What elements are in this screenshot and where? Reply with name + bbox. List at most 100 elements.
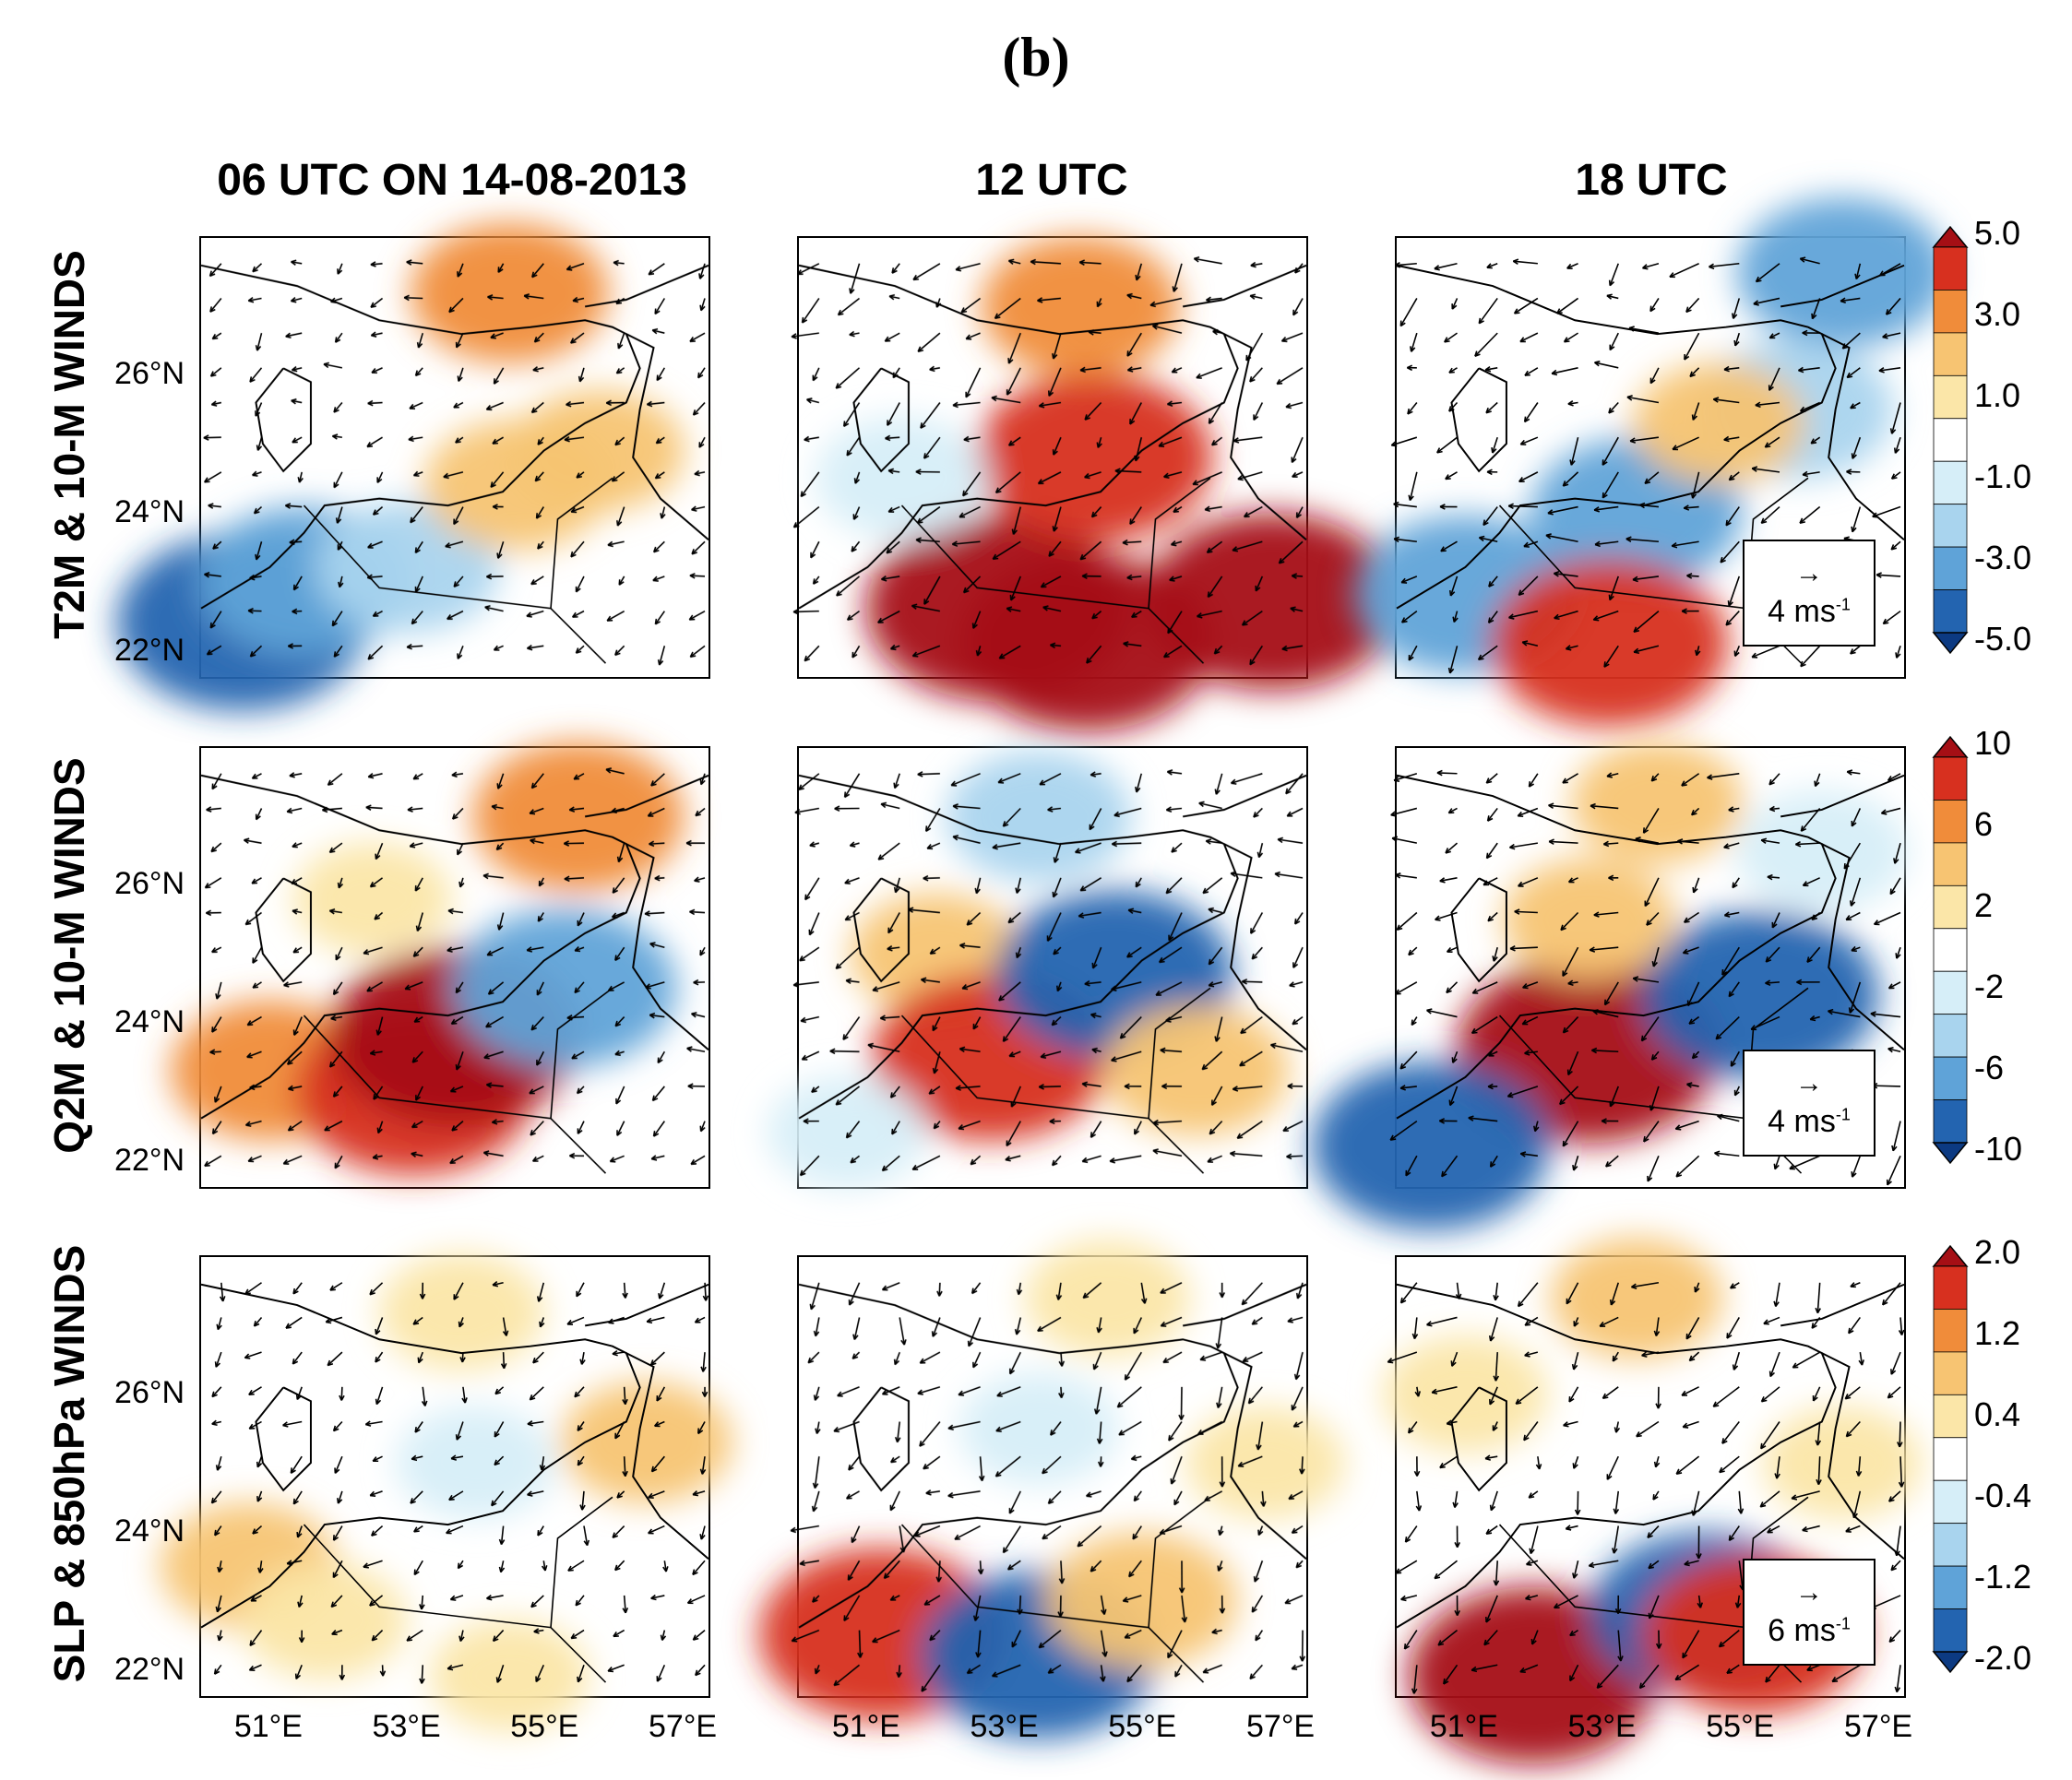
wind-vector-head bbox=[699, 778, 706, 786]
wind-vector bbox=[1844, 1386, 1861, 1400]
wind-vector-head bbox=[367, 399, 374, 407]
wind-vector-head bbox=[458, 881, 465, 888]
wind-vector bbox=[617, 842, 625, 862]
wind-vector bbox=[1755, 401, 1780, 407]
wind-vector bbox=[794, 807, 819, 813]
wind-vector bbox=[211, 332, 222, 340]
wind-vector-head bbox=[532, 1357, 539, 1364]
wind-vector-head bbox=[215, 993, 221, 1000]
wind-vector-head bbox=[1486, 263, 1493, 269]
wind-vector bbox=[1471, 981, 1498, 994]
wind-vector-head bbox=[1291, 1664, 1298, 1670]
wind-vector-head bbox=[1253, 1576, 1260, 1583]
wind-vector-head bbox=[1889, 888, 1896, 896]
wind-vector bbox=[575, 1595, 585, 1607]
wind-vector-head bbox=[889, 1504, 896, 1512]
wind-vector bbox=[414, 576, 423, 593]
wind-vector-head bbox=[249, 1640, 256, 1647]
colorbar-q2m bbox=[1932, 735, 1969, 1169]
wind-vector-head bbox=[249, 1084, 256, 1091]
wind-vector-head bbox=[211, 1026, 218, 1033]
wind-vector-head bbox=[206, 649, 213, 656]
anomaly-patch bbox=[974, 373, 1213, 542]
wind-vector bbox=[1251, 1595, 1264, 1613]
wind-vector-head bbox=[244, 1353, 251, 1359]
wind-vector-head bbox=[1015, 952, 1022, 959]
wind-vector bbox=[1126, 332, 1142, 357]
reference-vector-value: 6 ms bbox=[1768, 1613, 1836, 1648]
wind-vector bbox=[1899, 1456, 1903, 1488]
wind-vector-head bbox=[1872, 512, 1878, 518]
colorbar-svg bbox=[1932, 735, 1969, 1165]
wind-vector bbox=[1435, 911, 1458, 920]
wind-vector-head bbox=[1090, 1132, 1097, 1138]
wind-vector-head bbox=[448, 306, 455, 314]
wind-vector bbox=[322, 807, 342, 812]
wind-vector-head bbox=[248, 1423, 256, 1430]
wind-vector-head bbox=[217, 1634, 223, 1642]
wind-vector bbox=[449, 1155, 464, 1164]
wind-vector bbox=[1209, 1121, 1223, 1135]
wind-vector-head bbox=[1524, 1050, 1530, 1056]
wind-vector bbox=[407, 645, 423, 648]
wind-vector-head bbox=[829, 1048, 836, 1055]
wind-vector-head bbox=[947, 1424, 954, 1430]
wind-vector-head bbox=[1124, 1083, 1130, 1090]
wind-vector-head bbox=[335, 517, 342, 524]
wind-vector bbox=[816, 1421, 820, 1434]
wind-vector-head bbox=[1686, 1082, 1693, 1088]
colorbar-segment bbox=[1933, 970, 1968, 1015]
wind-vector-head bbox=[908, 907, 914, 913]
wind-vector-head bbox=[1109, 1157, 1116, 1164]
wind-vector bbox=[211, 946, 222, 953]
wind-vector-head bbox=[1730, 1283, 1736, 1289]
wind-vector-head bbox=[1509, 944, 1516, 952]
wind-vector bbox=[612, 1525, 625, 1538]
map-svg bbox=[758, 1240, 1345, 1739]
wind-vector bbox=[211, 1386, 222, 1398]
wind-vector bbox=[1161, 1316, 1183, 1327]
wind-vector-head bbox=[1485, 852, 1493, 860]
wind-vector bbox=[1889, 877, 1901, 895]
wind-vector-head bbox=[1219, 1481, 1226, 1488]
wind-vector bbox=[411, 1455, 423, 1460]
colorbar-tick-label: -3.0 bbox=[1974, 539, 2032, 576]
wind-vector bbox=[889, 1490, 900, 1512]
wind-vector bbox=[652, 576, 665, 582]
wind-vector bbox=[413, 1525, 423, 1533]
wind-vector bbox=[953, 805, 981, 810]
wind-vector-head bbox=[1760, 1442, 1767, 1450]
wind-vector bbox=[614, 946, 625, 961]
wind-vector-head bbox=[1084, 414, 1091, 421]
wind-vector bbox=[1486, 263, 1498, 268]
wind-vector-head bbox=[652, 1131, 660, 1137]
wind-vector bbox=[368, 772, 383, 778]
wind-vector-head bbox=[483, 1053, 490, 1060]
wind-vector bbox=[1518, 471, 1539, 482]
wind-vector-head bbox=[1572, 1572, 1578, 1579]
wind-vector bbox=[1399, 298, 1418, 326]
wind-vector bbox=[1608, 401, 1619, 414]
wind-vector bbox=[899, 1317, 906, 1346]
wind-vector bbox=[1649, 1595, 1660, 1620]
wind-vector-head bbox=[493, 378, 499, 385]
wind-vector-head bbox=[1170, 540, 1177, 547]
wind-vector bbox=[1494, 1282, 1498, 1300]
colorbar-tick-label: 2 bbox=[1974, 886, 1994, 924]
wind-vector bbox=[1681, 1386, 1699, 1396]
wind-vector-head bbox=[1686, 1000, 1693, 1007]
wind-vector bbox=[1167, 401, 1183, 406]
wind-vector-head bbox=[835, 963, 842, 969]
wind-vector-head bbox=[1737, 1508, 1745, 1514]
wind-vector-head bbox=[1140, 1298, 1148, 1304]
colorbar-segment bbox=[1933, 460, 1968, 505]
wind-vector bbox=[802, 1050, 820, 1061]
map-svg bbox=[791, 236, 1398, 731]
wind-vector-head bbox=[1078, 259, 1086, 266]
wind-vector-head bbox=[251, 878, 258, 884]
wind-vector-head bbox=[1483, 519, 1489, 527]
wind-vector bbox=[457, 842, 464, 856]
colorbar-segment bbox=[1933, 800, 1968, 844]
wind-vector-head bbox=[846, 449, 852, 457]
wind-vector bbox=[1892, 1121, 1901, 1151]
